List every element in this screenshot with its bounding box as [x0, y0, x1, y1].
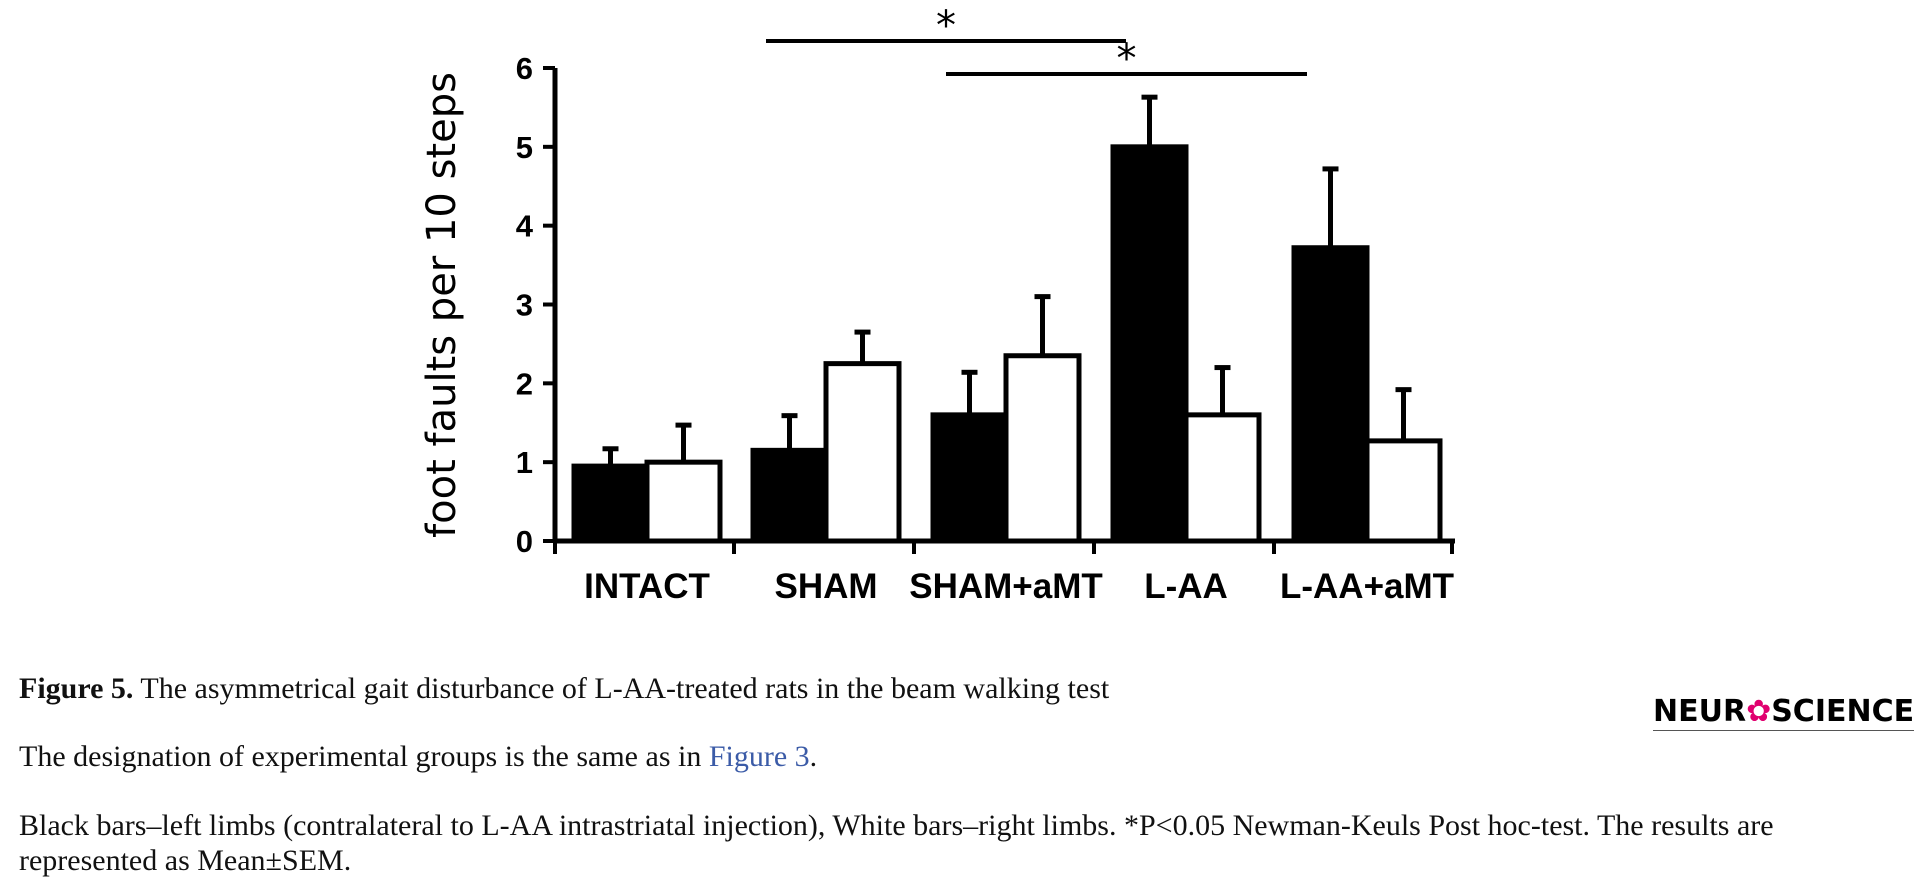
significance-brackets: **	[766, 3, 1307, 82]
logo-flower-icon: ✿	[1746, 694, 1772, 729]
bar-left-limb	[930, 412, 1009, 544]
y-tick-label: 2	[516, 366, 533, 401]
significance-asterisk: *	[936, 3, 956, 49]
y-tick-label: 0	[516, 524, 533, 559]
caption-period: .	[809, 740, 818, 773]
x-category-label: L-AA	[1144, 567, 1228, 606]
bar-left-limb	[1291, 245, 1370, 544]
neuroscience-logo: NEUR✿SCIENCE	[1653, 694, 1915, 731]
y-tick-label: 5	[516, 130, 533, 165]
bar-left-limb	[571, 463, 650, 544]
x-category-label: SHAM	[774, 567, 877, 606]
caption-legend-description: Black bars–left limbs (contralateral to …	[19, 809, 1774, 877]
figure-caption-title: Figure 5. The asymmetrical gait disturba…	[19, 672, 1109, 706]
y-tick-label: 3	[516, 288, 533, 323]
significance-asterisk: *	[1117, 36, 1137, 82]
caption-designation-text: The designation of experimental groups i…	[19, 740, 709, 773]
chart-labels: 0 1 2 3 4 5 6 INTACT SHAM SHAM+aMT L-AA L-AA+aMT foo…	[419, 51, 1454, 606]
y-tick-label: 4	[516, 209, 534, 244]
chart-error-bars	[602, 94, 1412, 467]
bar-right-limb	[1364, 438, 1443, 544]
x-category-label: INTACT	[584, 567, 710, 606]
logo-text-right: SCIENCE	[1771, 694, 1915, 729]
caption-designation: The designation of experimental groups i…	[19, 740, 817, 774]
y-axis-label: foot faults per 10 steps	[419, 72, 465, 538]
logo-text-left: NEUR	[1653, 694, 1747, 729]
bar-left-limb	[750, 447, 829, 544]
bar-right-limb	[1183, 412, 1262, 544]
bar-right-limb	[823, 361, 902, 544]
figure-label: Figure 5.	[19, 672, 134, 705]
figure-title: The asymmetrical gait disturbance of L-A…	[133, 672, 1110, 705]
figure-3-link[interactable]: Figure 3	[708, 740, 810, 773]
x-category-label: L-AA+aMT	[1280, 567, 1454, 606]
bar-right-limb	[1003, 353, 1082, 544]
bar-left-limb	[1110, 144, 1189, 544]
x-category-label: SHAM+aMT	[909, 567, 1103, 606]
bar-right-limb	[644, 459, 723, 544]
y-tick-label: 6	[516, 51, 533, 86]
y-tick-label: 1	[516, 445, 533, 480]
chart-bars	[571, 144, 1443, 544]
